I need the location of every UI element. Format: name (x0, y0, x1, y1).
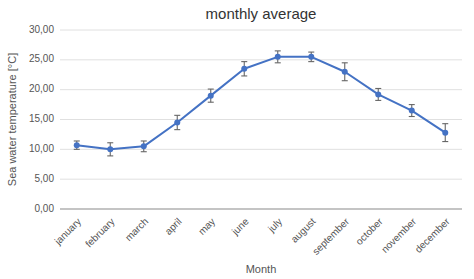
y-tick-label: 25,00 (29, 53, 54, 64)
point (275, 54, 281, 60)
error-cap (74, 140, 80, 141)
y-tick-label: 30,00 (29, 24, 54, 35)
error-bar (74, 141, 80, 149)
point (375, 91, 381, 97)
x-tick-label: september (310, 215, 352, 257)
x-tick-label: november (379, 215, 419, 255)
x-tick-label: august (289, 216, 318, 245)
error-cap (375, 100, 381, 101)
title: monthly average (206, 5, 317, 22)
error-cap (141, 140, 147, 141)
error-cap (409, 116, 415, 117)
point (208, 93, 214, 99)
grid-line (60, 89, 462, 90)
y-axis-label: Sea water temperature [°C] (6, 53, 18, 186)
error-cap (74, 149, 80, 150)
error-cap (442, 123, 448, 124)
y-tick-label: 10,00 (29, 143, 54, 154)
point (409, 108, 415, 114)
error-cap (241, 75, 247, 76)
y-tick-label: 20,00 (29, 83, 54, 94)
y-tick-label: 0,00 (35, 203, 55, 214)
error-bar (174, 115, 180, 129)
x-tick-label: june (229, 215, 251, 237)
point (74, 142, 80, 148)
error-bar (409, 105, 415, 117)
error-bar (141, 141, 147, 152)
error-cap (342, 62, 348, 63)
x-tick-label: october (353, 215, 385, 247)
x-tick-label: march (123, 216, 150, 243)
y-tick-label: 15,00 (29, 113, 54, 124)
x-tick-label: april (163, 216, 184, 237)
error-cap (409, 104, 415, 105)
error-bar (308, 52, 314, 62)
x-tick-label: may (196, 216, 217, 237)
y-grid (60, 30, 462, 209)
error-cap (141, 151, 147, 152)
error-cap (174, 129, 180, 130)
point (107, 146, 113, 152)
point (141, 143, 147, 149)
point (442, 130, 448, 136)
error-cap (442, 141, 448, 142)
error-bar (275, 51, 281, 63)
grid-line (60, 59, 462, 60)
error-cap (208, 89, 214, 90)
grid-line (60, 179, 462, 180)
error-cap (241, 61, 247, 62)
error-cap (375, 88, 381, 89)
point (342, 69, 348, 75)
point (308, 54, 314, 60)
x-axis-label: Month (246, 263, 277, 275)
point (174, 119, 180, 125)
error-bar (208, 89, 214, 102)
x-tick-label: january (52, 216, 84, 248)
x-tick-label: february (83, 216, 117, 250)
grid-line (60, 209, 462, 210)
error-cap (308, 52, 314, 53)
chart: 0,00 5,00 10,00 15,00 20,00 25,00 30,00 january… (0, 0, 474, 279)
error-cap (342, 80, 348, 81)
plot-data (74, 51, 449, 156)
error-cap (275, 50, 281, 51)
x-axis-line (60, 209, 462, 210)
x-tick-label: july (265, 216, 284, 235)
error-bar (442, 124, 448, 142)
error-cap (275, 62, 281, 63)
error-bar (241, 62, 247, 76)
error-bar (107, 143, 113, 156)
x-tick-label: december (413, 215, 453, 255)
error-bar (375, 88, 381, 100)
error-cap (208, 102, 214, 103)
grid-line (60, 119, 462, 120)
line (77, 57, 446, 149)
error-cap (107, 155, 113, 156)
point (241, 66, 247, 72)
error-cap (308, 61, 314, 62)
y-tick-label: 5,00 (35, 173, 55, 184)
grid-line (60, 30, 462, 31)
error-cap (174, 115, 180, 116)
error-bar (342, 63, 348, 81)
error-cap (107, 142, 113, 143)
